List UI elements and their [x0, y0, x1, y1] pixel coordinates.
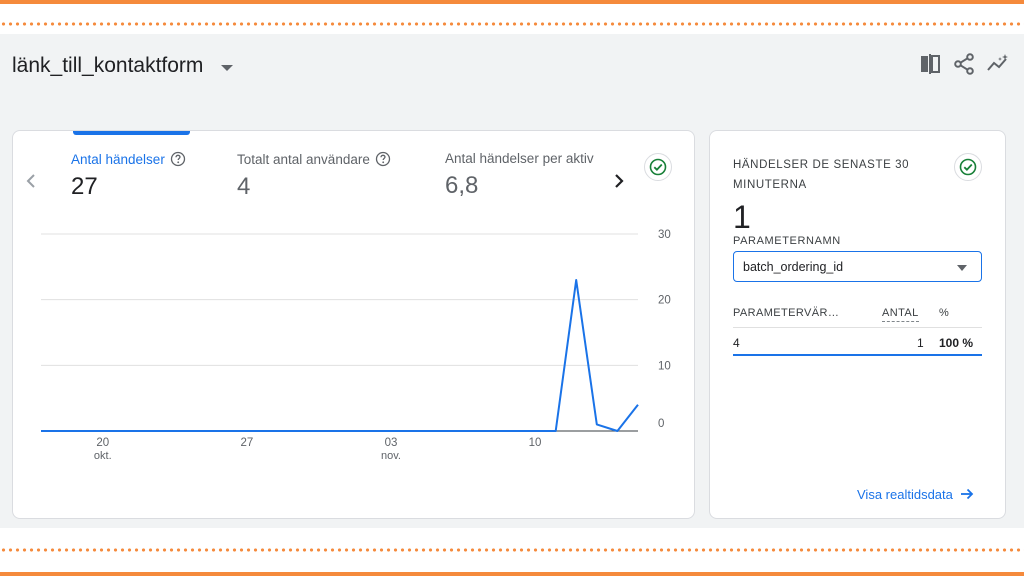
parameter-select-value: batch_ordering_id	[743, 260, 844, 274]
metric-label-text: Antal händelser per aktiv	[445, 151, 594, 166]
insights-icon[interactable]	[986, 52, 1010, 76]
analytics-app: länk_till_kontaktform Antal händelser 27	[0, 34, 1024, 528]
table-cell-value: 4	[733, 336, 740, 350]
title-dropdown-icon[interactable]	[221, 65, 233, 71]
bottom-dotted-border	[0, 548, 1024, 552]
metric-label-text: Antal händelser	[71, 151, 165, 167]
table-cell-count: 1	[917, 336, 924, 350]
metrics-chart-card: Antal händelser 27 Totalt antal användar…	[12, 130, 695, 519]
x-tick-label: 03	[385, 437, 398, 449]
metric-tab-users[interactable]: Totalt antal användare 4	[237, 151, 391, 201]
page-header: länk_till_kontaktform	[0, 34, 1024, 104]
realtime-card: HÄNDELSER DE SENASTE 30 MINUTERNA 1 PARA…	[709, 130, 1006, 519]
top-frame-bar	[0, 0, 1024, 4]
active-tab-indicator	[73, 131, 190, 135]
dropdown-caret-icon	[957, 265, 967, 271]
y-tick-label: 30	[658, 229, 671, 241]
metric-label-text: Totalt antal användare	[237, 151, 370, 167]
y-tick-label: 0	[658, 418, 664, 430]
metric-tab-events[interactable]: Antal händelser 27	[71, 151, 186, 201]
series-line	[41, 279, 639, 432]
compare-icon[interactable]	[918, 52, 942, 76]
table-header-value: PARAMETERVÄR…	[733, 307, 840, 319]
arrow-right-icon	[959, 486, 975, 502]
parameter-name-label: PARAMETERNAMN	[733, 235, 841, 247]
parameter-select[interactable]: batch_ordering_id	[733, 251, 982, 282]
y-tick-label: 10	[658, 360, 671, 372]
help-icon[interactable]	[170, 151, 186, 167]
table-header-count[interactable]: ANTAL	[882, 307, 919, 322]
metric-value: 27	[71, 173, 98, 200]
page-title: länk_till_kontaktform	[12, 54, 204, 77]
metric-value: 6,8	[445, 172, 479, 199]
metric-label: Totalt antal användare	[237, 151, 391, 167]
x-tick-label: 20	[96, 437, 109, 449]
x-tick-month-label: okt.	[94, 450, 112, 462]
help-icon[interactable]	[375, 151, 391, 167]
share-icon[interactable]	[952, 52, 976, 76]
chevron-right-icon[interactable]	[609, 169, 629, 193]
table-cell-percent: 100 %	[939, 336, 974, 350]
realtime-title: HÄNDELSER DE SENASTE 30 MINUTERNA	[733, 159, 910, 191]
chevron-left-icon[interactable]	[21, 169, 41, 193]
metric-label: Antal händelser	[71, 151, 186, 167]
table-divider	[733, 327, 982, 328]
realtime-event-count: 1	[733, 199, 751, 235]
view-realtime-link-label: Visa realtidsdata	[857, 486, 953, 502]
table-row-bar	[733, 354, 982, 356]
metric-tab-events-per-active[interactable]: Antal händelser per aktiv 6,8	[445, 151, 594, 200]
check-circle-icon	[644, 153, 672, 181]
view-realtime-link[interactable]: Visa realtidsdata	[857, 486, 975, 502]
x-tick-month-label: nov.	[381, 450, 401, 462]
bottom-frame-bar	[0, 572, 1024, 576]
metric-value: 4	[237, 173, 251, 200]
y-tick-label: 20	[658, 295, 671, 307]
x-tick-label: 10	[529, 437, 542, 449]
table-header-percent: %	[939, 307, 950, 319]
check-circle-icon	[954, 153, 982, 181]
x-tick-label: 27	[240, 437, 253, 449]
metric-label: Antal händelser per aktiv	[445, 151, 594, 166]
top-dotted-border	[0, 22, 1024, 26]
